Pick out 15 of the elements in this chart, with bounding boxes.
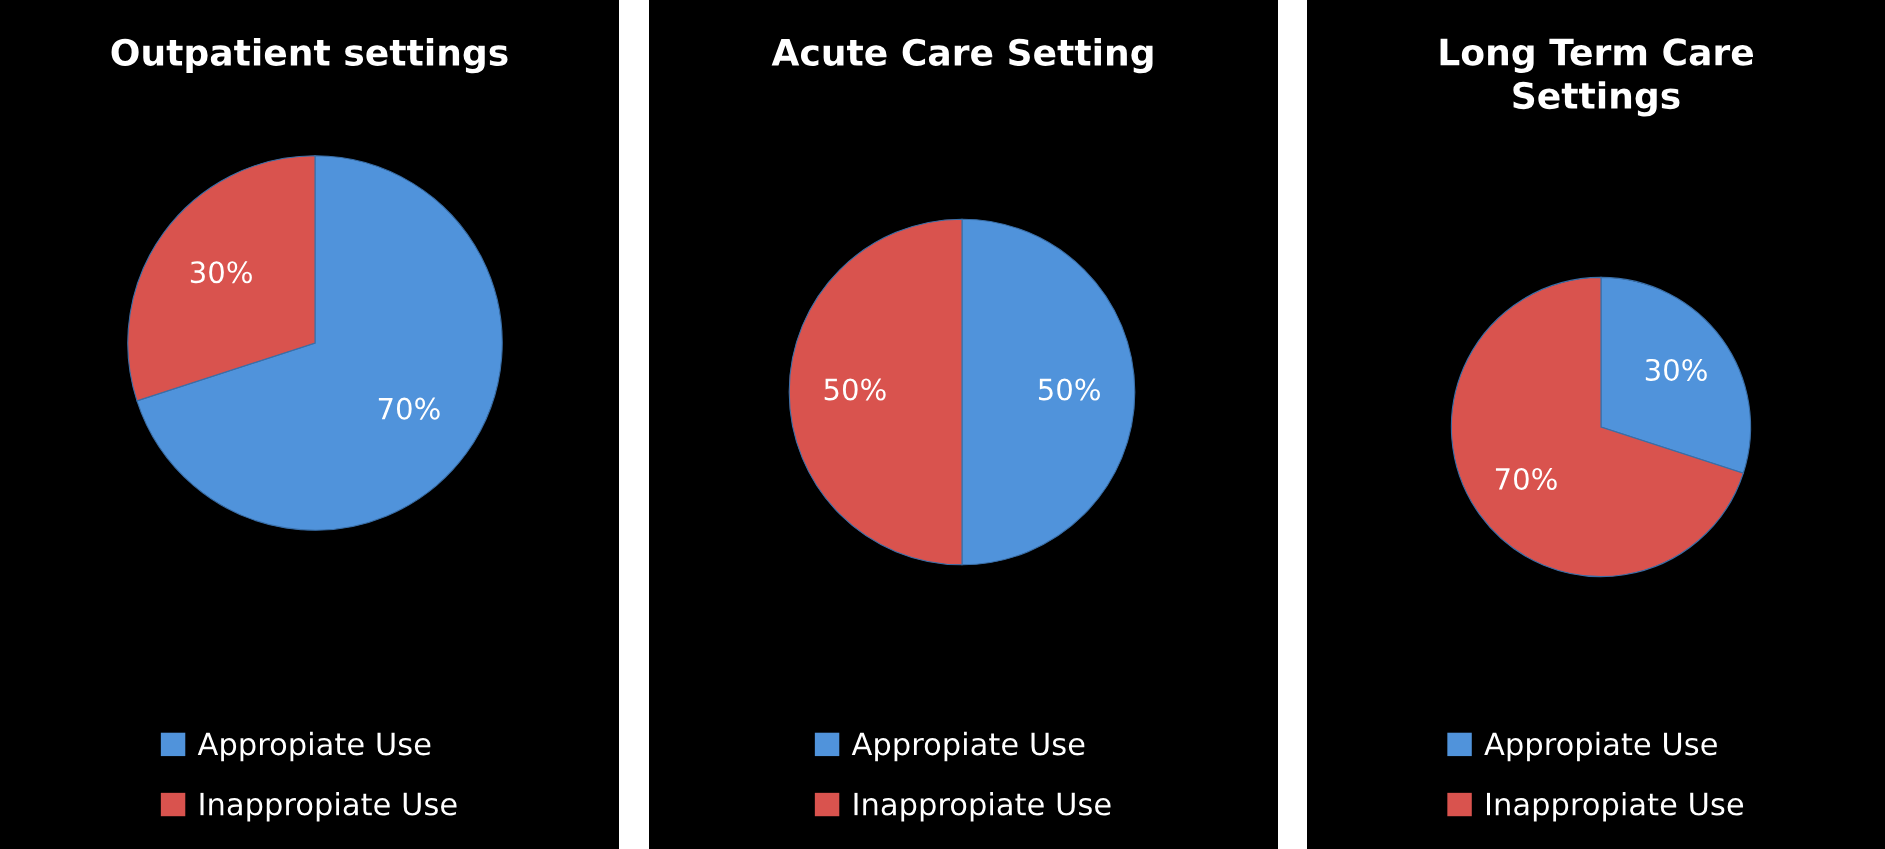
- data-label: 70%: [1495, 467, 1557, 490]
- legend-label: Inappropiate Use: [854, 791, 1111, 822]
- data-label: 50%: [824, 378, 886, 401]
- data-label: 50%: [1038, 378, 1100, 401]
- legend-label: Appropiate Use: [197, 731, 431, 762]
- chart-title: Long Term Care Settings: [1440, 38, 1753, 117]
- legend-label: Appropiate Use: [851, 731, 1085, 762]
- chart-title: Acute Care Setting: [771, 38, 1153, 74]
- chart-title: Outpatient settings: [111, 38, 508, 74]
- data-label: 30%: [190, 261, 252, 284]
- data-label: 70%: [378, 397, 440, 420]
- legend-label: Inappropiate Use: [200, 791, 457, 822]
- legend-label: Inappropiate Use: [1487, 791, 1744, 822]
- data-label: 30%: [1645, 358, 1707, 381]
- legend-label: Appropiate Use: [1484, 731, 1717, 762]
